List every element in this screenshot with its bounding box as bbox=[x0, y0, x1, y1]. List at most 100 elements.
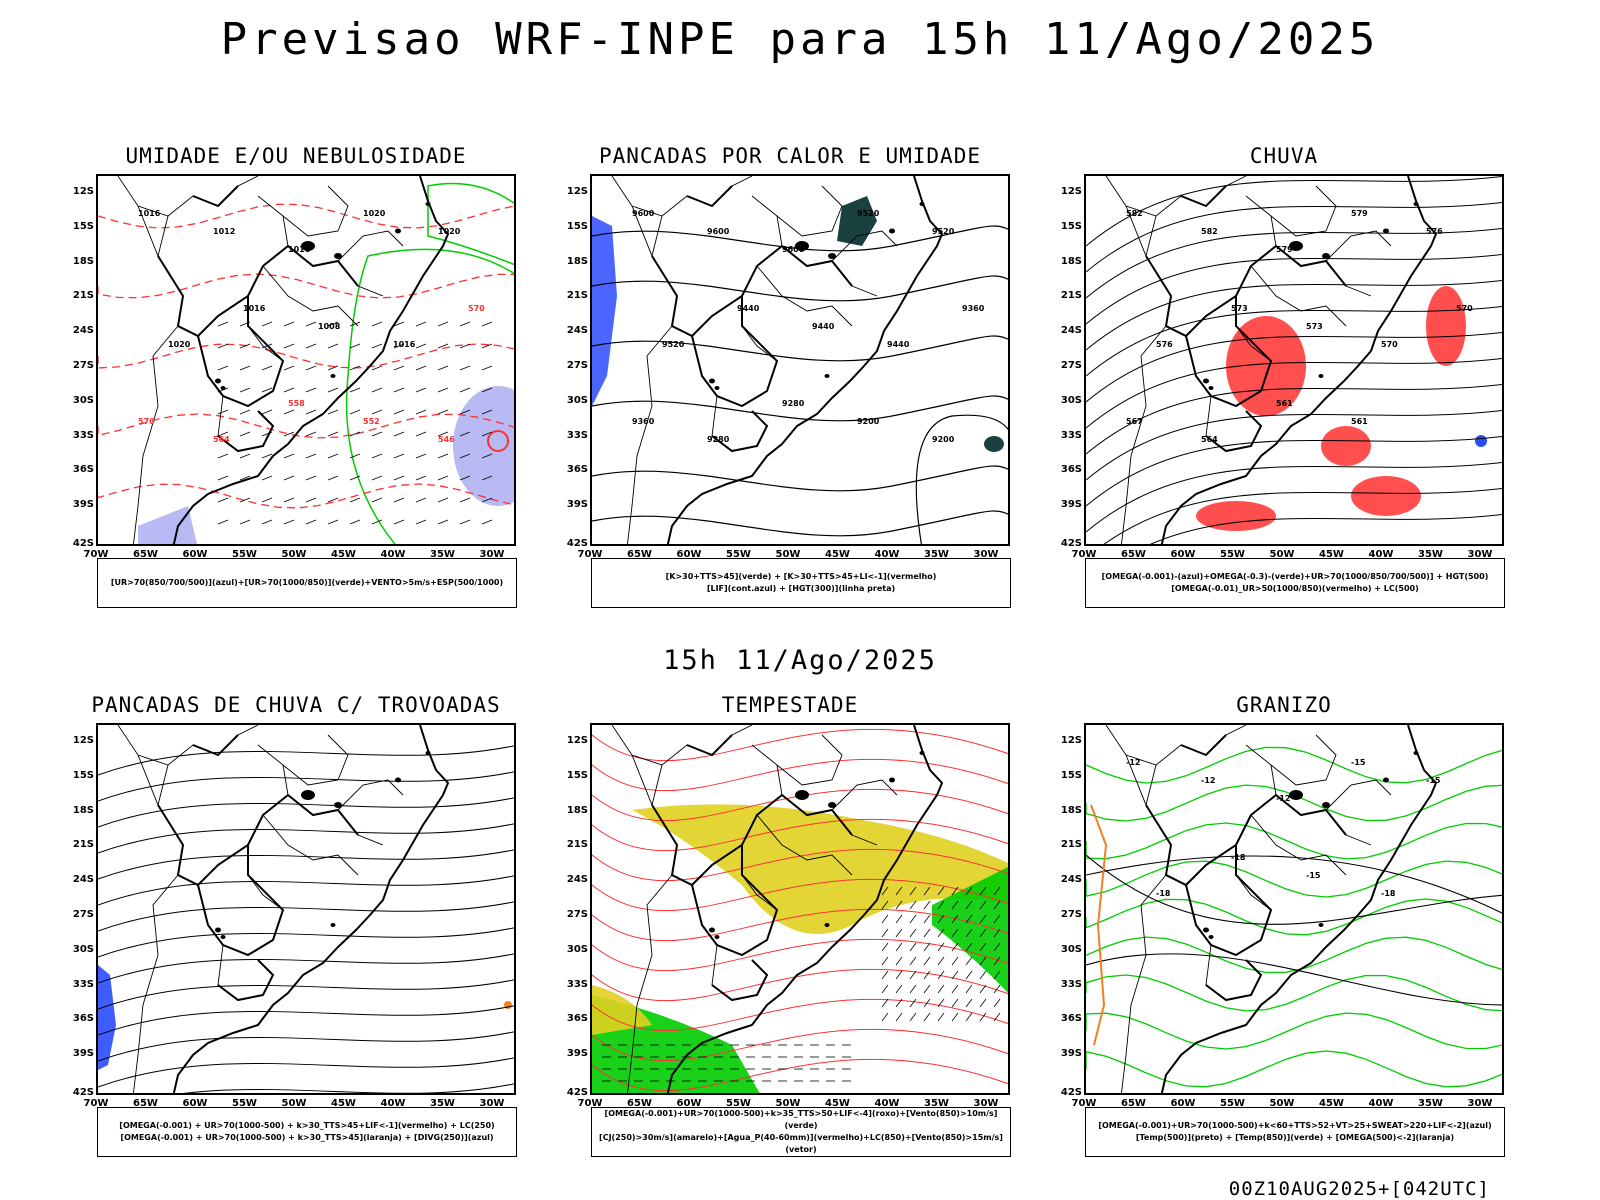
lat-tick-label: 36S bbox=[72, 464, 94, 476]
wind-vector bbox=[923, 956, 931, 966]
border-line bbox=[133, 764, 179, 1093]
lon-tick-label: 45W bbox=[331, 549, 356, 560]
wind-vector bbox=[327, 519, 339, 525]
wind-vector bbox=[965, 1012, 973, 1022]
wind-vector bbox=[305, 321, 317, 327]
wind-vector bbox=[393, 343, 405, 349]
streamline bbox=[98, 953, 514, 984]
legend-line: [K>30+TTS>45](verde) + [K>30+TTS>45+LI<-… bbox=[665, 572, 937, 581]
coastline bbox=[666, 176, 944, 544]
streamline bbox=[98, 901, 514, 932]
wind-vector bbox=[437, 519, 449, 525]
wind-vector bbox=[371, 475, 383, 481]
wind-vector bbox=[327, 453, 339, 459]
wind-vector bbox=[459, 321, 471, 327]
wind-vector bbox=[437, 365, 449, 371]
lat-tick-label: 42S bbox=[72, 538, 94, 549]
wind-vector bbox=[937, 928, 945, 938]
contour-label: -12 bbox=[1201, 776, 1215, 785]
lon-tick-label: 55W bbox=[232, 549, 257, 560]
thickness-contour bbox=[98, 273, 514, 299]
lon-tick-label: 45W bbox=[331, 1098, 356, 1109]
wind-vector bbox=[993, 914, 1001, 924]
wind-vector bbox=[951, 900, 959, 910]
lat-tick-label: 21S bbox=[566, 839, 588, 851]
lat-tick-label: 30S bbox=[1060, 394, 1082, 406]
lake-marker bbox=[425, 202, 431, 206]
temp850-contour bbox=[1086, 936, 1502, 974]
streamline bbox=[1086, 279, 1502, 351]
wind-vector bbox=[965, 942, 973, 952]
legend-line: [CJ(250)>30m/s](amarelo)+[Agua_P(40-60mm… bbox=[599, 1133, 1003, 1154]
border-line bbox=[262, 265, 359, 327]
lake-marker bbox=[889, 777, 895, 783]
omega500-area bbox=[1090, 804, 1108, 1046]
contour-label: 570 bbox=[1381, 340, 1398, 349]
contour-label: 546 bbox=[438, 435, 455, 444]
lon-tick-label: 70W bbox=[1071, 549, 1097, 560]
wind-vector bbox=[965, 998, 973, 1008]
wind-vector bbox=[261, 409, 273, 415]
wind-vector bbox=[909, 956, 917, 966]
contour-label: 579 bbox=[1276, 245, 1293, 254]
lon-tick-label: 70W bbox=[577, 549, 603, 560]
jet-stream-area bbox=[592, 985, 652, 1035]
state-border bbox=[157, 185, 359, 453]
lake-marker bbox=[889, 228, 895, 234]
wind-vector bbox=[217, 321, 229, 327]
lon-tick-label: 55W bbox=[1220, 549, 1245, 560]
lat-tick-label: 36S bbox=[1060, 464, 1082, 476]
map-svg bbox=[98, 725, 514, 1093]
panel-title: TEMPESTADE bbox=[721, 693, 859, 717]
storm-area bbox=[837, 196, 877, 246]
legend-line: [UR>70(850/700/500)](azul)+[UR>70(1000/8… bbox=[110, 578, 504, 587]
wind-vector bbox=[923, 1012, 931, 1022]
footer-timestamp: 00Z10AUG2025+[042UTC] bbox=[1228, 1178, 1490, 1200]
wind-vector bbox=[951, 886, 959, 896]
contour-label: 582 bbox=[1201, 227, 1218, 236]
wind-vector bbox=[459, 475, 471, 481]
lon-tick-label: 55W bbox=[232, 1098, 257, 1109]
wind-vector bbox=[393, 519, 405, 525]
temp850-contour bbox=[1086, 974, 1502, 1012]
wind-vector bbox=[937, 970, 945, 980]
wind-vector bbox=[415, 409, 427, 415]
border-line bbox=[117, 725, 259, 766]
contour-label: -18 bbox=[1231, 853, 1246, 862]
wind-vector bbox=[965, 984, 973, 994]
wind-vector bbox=[283, 321, 295, 327]
wind-vector bbox=[979, 998, 987, 1008]
lon-tick-label: 35W bbox=[924, 549, 949, 560]
contour-label: 9600 bbox=[632, 209, 655, 218]
wind-vector bbox=[415, 387, 427, 393]
streamline bbox=[1103, 487, 1502, 544]
state-border bbox=[651, 185, 853, 453]
map-svg: 1016 1012 1016 1020 1020 1020 1016 1008 1016 570 5… bbox=[98, 176, 514, 544]
wind-vector bbox=[909, 984, 917, 994]
lat-tick-label: 30S bbox=[1060, 943, 1082, 955]
lat-tick-label: 21S bbox=[1060, 839, 1082, 851]
wind-vector bbox=[371, 497, 383, 503]
wind-vector bbox=[305, 497, 317, 503]
wind-vector bbox=[951, 998, 959, 1008]
lake-marker bbox=[824, 923, 830, 927]
wind-vector bbox=[283, 519, 295, 525]
lon-tick-label: 50W bbox=[1269, 549, 1295, 560]
border-line bbox=[691, 325, 778, 407]
state-border bbox=[157, 734, 359, 1002]
wind-vector bbox=[283, 409, 295, 415]
wind-vector bbox=[437, 409, 449, 415]
lat-tick-label: 27S bbox=[72, 360, 94, 371]
wind-vector bbox=[895, 970, 903, 980]
streamline bbox=[98, 771, 514, 802]
wind-vector bbox=[283, 387, 295, 393]
lon-tick-label: 50W bbox=[1269, 1098, 1295, 1109]
rain-area bbox=[1321, 426, 1371, 466]
contour-label: 1020 bbox=[168, 340, 191, 349]
streamline bbox=[98, 927, 514, 958]
lat-tick-label: 15S bbox=[72, 220, 94, 232]
lake-marker bbox=[1289, 790, 1303, 800]
streamline bbox=[98, 1005, 514, 1036]
map-area: 1016 1012 1016 1020 1020 1020 1016 1008 1016 570 5… bbox=[96, 174, 516, 546]
legend-line: [OMEGA(-0.01)_UR>50(1000/850)(vermelho) … bbox=[1171, 584, 1419, 593]
